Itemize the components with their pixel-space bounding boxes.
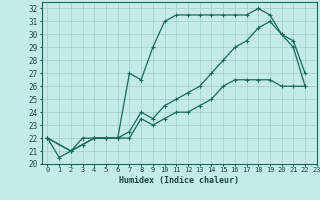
X-axis label: Humidex (Indice chaleur): Humidex (Indice chaleur) <box>119 176 239 185</box>
